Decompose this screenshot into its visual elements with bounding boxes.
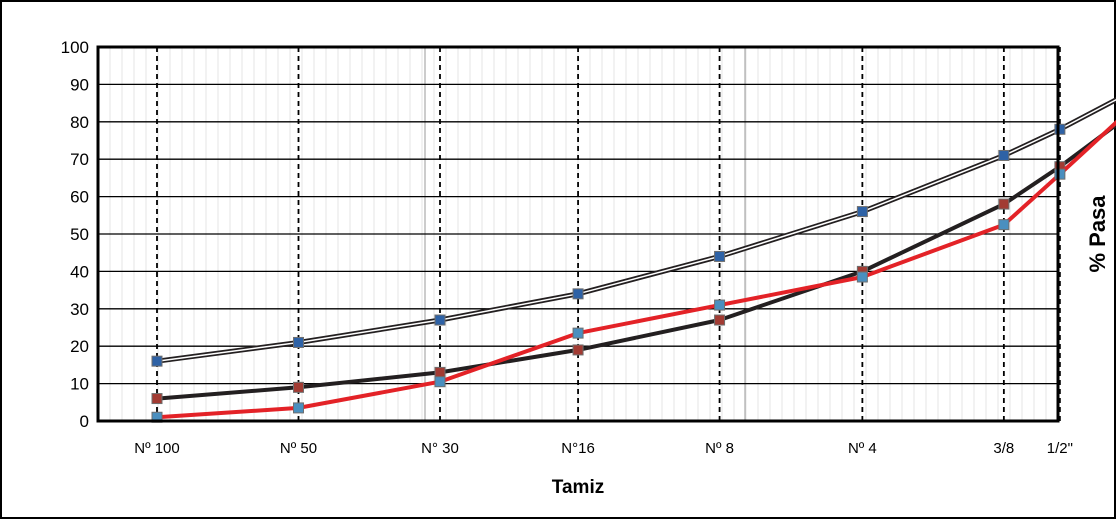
x-tick-label: Nº 8 [705, 440, 734, 457]
data-point [714, 299, 726, 311]
data-point [434, 366, 446, 378]
data-point [151, 355, 163, 367]
data-point [572, 344, 584, 356]
y-tick-label: 100 [61, 38, 89, 57]
y-tick-label: 40 [70, 262, 89, 281]
data-point [1054, 123, 1066, 135]
y-tick-label: 90 [70, 75, 89, 94]
data-point [998, 198, 1010, 210]
x-tick-label: N° 30 [421, 440, 459, 457]
data-point [714, 314, 726, 326]
y-tick-label: 20 [70, 337, 89, 356]
x-tick-label: Nº 100 [134, 440, 180, 457]
data-point [1054, 168, 1066, 180]
y-tick-label: 30 [70, 300, 89, 319]
data-point [434, 314, 446, 326]
x-tick-label: 1/2" [1047, 440, 1073, 457]
x-axis-title: Tamiz [552, 477, 604, 498]
y-axis-title: % Pasa [1085, 195, 1110, 273]
x-tick-label: N°16 [561, 440, 595, 457]
data-point [856, 206, 868, 218]
y-tick-label: 80 [70, 113, 89, 132]
data-point [714, 250, 726, 262]
x-tick-label: Nº 50 [280, 440, 317, 457]
y-tick-label: 0 [80, 412, 89, 431]
data-point [293, 381, 304, 393]
x-tick-label: Nº 4 [848, 440, 877, 457]
series-lines [151, 97, 1116, 423]
y-tick-label: 10 [70, 375, 89, 394]
y-tick-label: 50 [70, 225, 89, 244]
data-point [572, 327, 584, 339]
plot-area-border [96, 45, 1060, 423]
data-point [434, 376, 446, 388]
data-point [293, 402, 304, 414]
data-point [998, 219, 1010, 231]
data-point [293, 336, 304, 348]
y-tick-label: 60 [70, 188, 89, 207]
data-point [856, 271, 868, 283]
y-axis: 0 10 20 30 40 50 60 70 80 90 100 [61, 38, 89, 431]
y-tick-label: 70 [70, 150, 89, 169]
data-point [572, 288, 584, 300]
x-tick-label: 3/8 [993, 440, 1014, 457]
data-point [998, 149, 1010, 161]
data-point [151, 393, 163, 405]
